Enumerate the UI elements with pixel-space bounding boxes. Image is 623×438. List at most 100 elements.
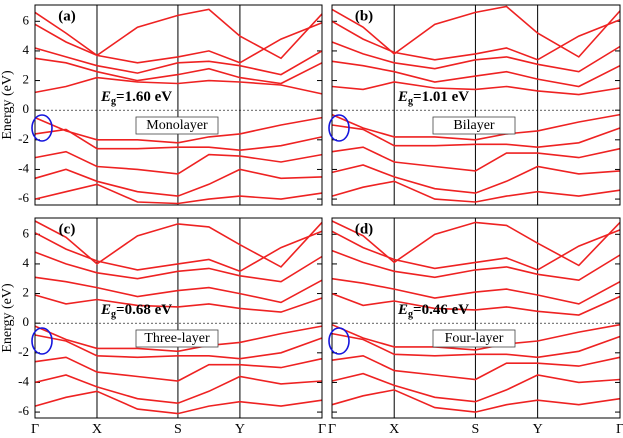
- band: [34, 390, 323, 415]
- band: [34, 325, 323, 353]
- gap-label: Eg=0.46 eV: [397, 302, 469, 320]
- y-tick-label: 4: [23, 255, 30, 270]
- band: [331, 164, 621, 194]
- y-axis-label: Energy (eV): [0, 283, 15, 353]
- x-tick-label: Γ: [318, 422, 326, 437]
- band: [34, 168, 323, 197]
- y-tick-label: -4: [18, 160, 29, 175]
- x-tick-label: Γ: [328, 422, 336, 437]
- y-tick-label: 6: [23, 225, 30, 240]
- gap-symbol: E: [100, 89, 111, 105]
- band: [331, 323, 621, 351]
- gap-subscript: g: [408, 96, 413, 107]
- y-tick-label: 6: [23, 12, 30, 27]
- band: [331, 146, 621, 172]
- band: [34, 47, 323, 76]
- x-tick-label: Y: [533, 422, 543, 437]
- layer-box: [135, 116, 219, 135]
- band: [331, 220, 621, 267]
- panel-label: (a): [58, 8, 76, 24]
- gap-subscript: g: [111, 309, 116, 320]
- gap-value: =0.46 eV: [413, 302, 469, 318]
- band: [34, 334, 323, 360]
- gap-label: Eg=1.60 eV: [100, 89, 172, 107]
- y-axis-label: Energy (eV): [0, 70, 15, 140]
- band: [331, 5, 621, 58]
- y-tick-label: 0: [23, 101, 30, 116]
- panel-frame: [331, 217, 621, 419]
- band: [34, 76, 323, 95]
- layer-box: [432, 329, 516, 348]
- band: [331, 60, 621, 88]
- layer-label: Three-layer: [144, 331, 210, 346]
- band: [331, 19, 621, 61]
- y-tick-label: -2: [18, 131, 29, 146]
- band: [34, 150, 323, 175]
- band: [331, 277, 621, 305]
- band: [331, 180, 621, 203]
- band: [331, 124, 621, 149]
- panel-label: (d): [355, 221, 373, 237]
- x-tick-label: Γ: [31, 422, 39, 437]
- y-tick-label: -6: [18, 190, 29, 205]
- band: [34, 57, 323, 85]
- band: [331, 389, 621, 413]
- y-tick-label: 4: [23, 42, 30, 57]
- band: [34, 220, 323, 268]
- gap-value: =0.68 eV: [116, 302, 172, 318]
- band: [331, 81, 621, 96]
- band: [331, 354, 621, 381]
- band: [34, 183, 323, 205]
- band: [34, 128, 323, 152]
- panel-frame: [34, 4, 323, 206]
- gap-label: Eg=0.68 eV: [100, 302, 172, 320]
- band: [34, 356, 323, 382]
- band: [331, 249, 621, 282]
- band: [331, 41, 621, 73]
- y-tick-label: 0: [23, 314, 30, 329]
- x-tick-label: S: [472, 422, 480, 437]
- gap-symbol: E: [397, 302, 408, 318]
- band: [331, 332, 621, 359]
- panel-frame: [34, 217, 323, 419]
- y-tick-label: 2: [23, 72, 30, 87]
- layer-box: [432, 116, 516, 135]
- highlight-ellipse: [31, 114, 53, 142]
- band: [331, 372, 621, 403]
- x-tick-label: Γ: [616, 422, 623, 437]
- band: [34, 116, 323, 144]
- y-tick-label: -6: [18, 403, 29, 418]
- panel-frame: [331, 4, 621, 206]
- panel-label: (b): [355, 8, 373, 24]
- x-tick-label: X: [389, 422, 399, 437]
- highlight-ellipse: [328, 327, 350, 355]
- highlight-ellipse: [31, 327, 53, 355]
- y-tick-label: -2: [18, 344, 29, 359]
- band: [34, 251, 323, 283]
- highlight-ellipse: [328, 114, 350, 142]
- layer-label: Monolayer: [146, 118, 208, 133]
- gap-subscript: g: [408, 309, 413, 320]
- band: [34, 8, 323, 60]
- band: [34, 374, 323, 405]
- band: [331, 292, 621, 316]
- x-tick-label: Y: [235, 422, 245, 437]
- gap-value: =1.60 eV: [116, 89, 172, 105]
- band: [34, 22, 323, 64]
- y-tick-label: 2: [23, 285, 30, 300]
- band: [331, 113, 621, 141]
- y-tick-label: -4: [18, 373, 29, 388]
- panel-label: (c): [59, 221, 76, 237]
- x-tick-label: X: [92, 422, 102, 437]
- gap-subscript: g: [111, 96, 116, 107]
- band: [34, 276, 323, 304]
- x-tick-label: S: [174, 422, 182, 437]
- gap-value: =1.01 eV: [413, 89, 469, 105]
- layer-label: Four-layer: [445, 331, 504, 346]
- band: [331, 229, 621, 271]
- gap-symbol: E: [397, 89, 408, 105]
- band: [34, 294, 323, 313]
- layer-box: [135, 329, 219, 348]
- layer-label: Bilayer: [453, 118, 495, 133]
